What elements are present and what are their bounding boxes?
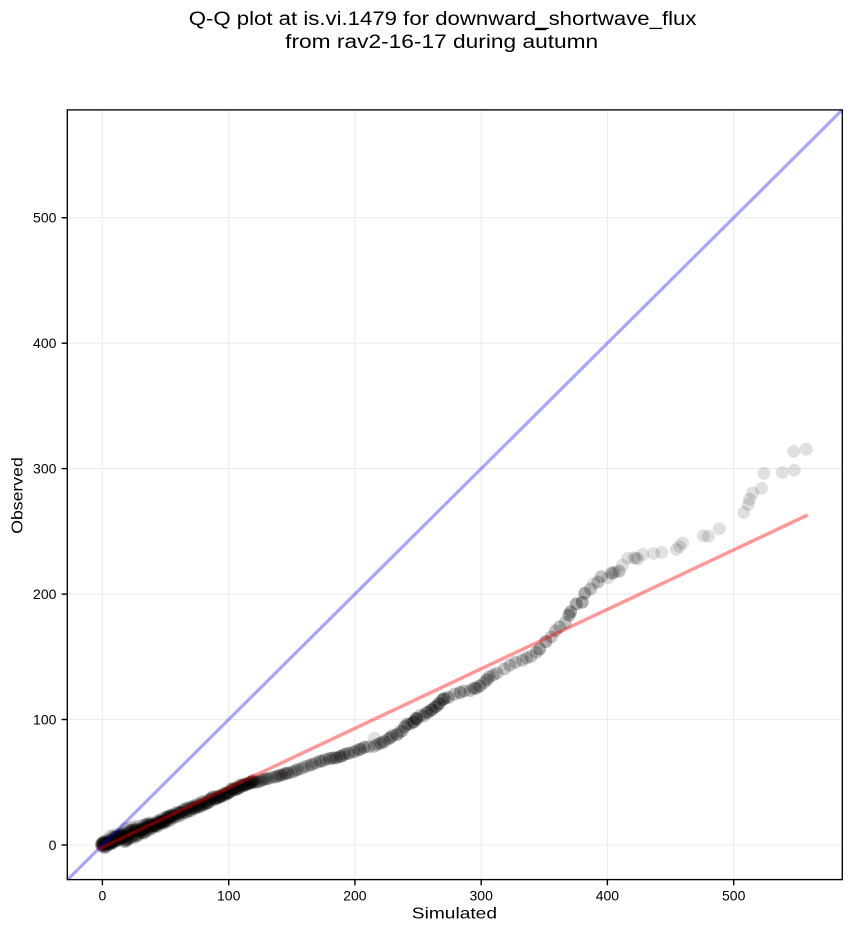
- svg-text:Q-Q plot at is.vi.1479 for dow: Q-Q plot at is.vi.1479 for downward_shor…: [189, 8, 697, 30]
- svg-text:400: 400: [33, 335, 57, 351]
- svg-text:300: 300: [33, 461, 57, 477]
- svg-text:0: 0: [99, 887, 107, 903]
- svg-text:100: 100: [217, 887, 241, 903]
- svg-text:500: 500: [33, 210, 57, 226]
- svg-text:Simulated: Simulated: [412, 906, 497, 923]
- svg-text:200: 200: [343, 887, 367, 903]
- svg-text:0: 0: [49, 837, 57, 853]
- svg-text:500: 500: [722, 887, 746, 903]
- svg-text:from rav2-16-17 during autumn: from rav2-16-17 during autumn: [285, 31, 598, 53]
- svg-text:300: 300: [470, 887, 494, 903]
- svg-text:400: 400: [596, 887, 620, 903]
- svg-text:100: 100: [33, 712, 57, 728]
- svg-text:Observed: Observed: [9, 457, 26, 534]
- svg-text:200: 200: [33, 586, 57, 602]
